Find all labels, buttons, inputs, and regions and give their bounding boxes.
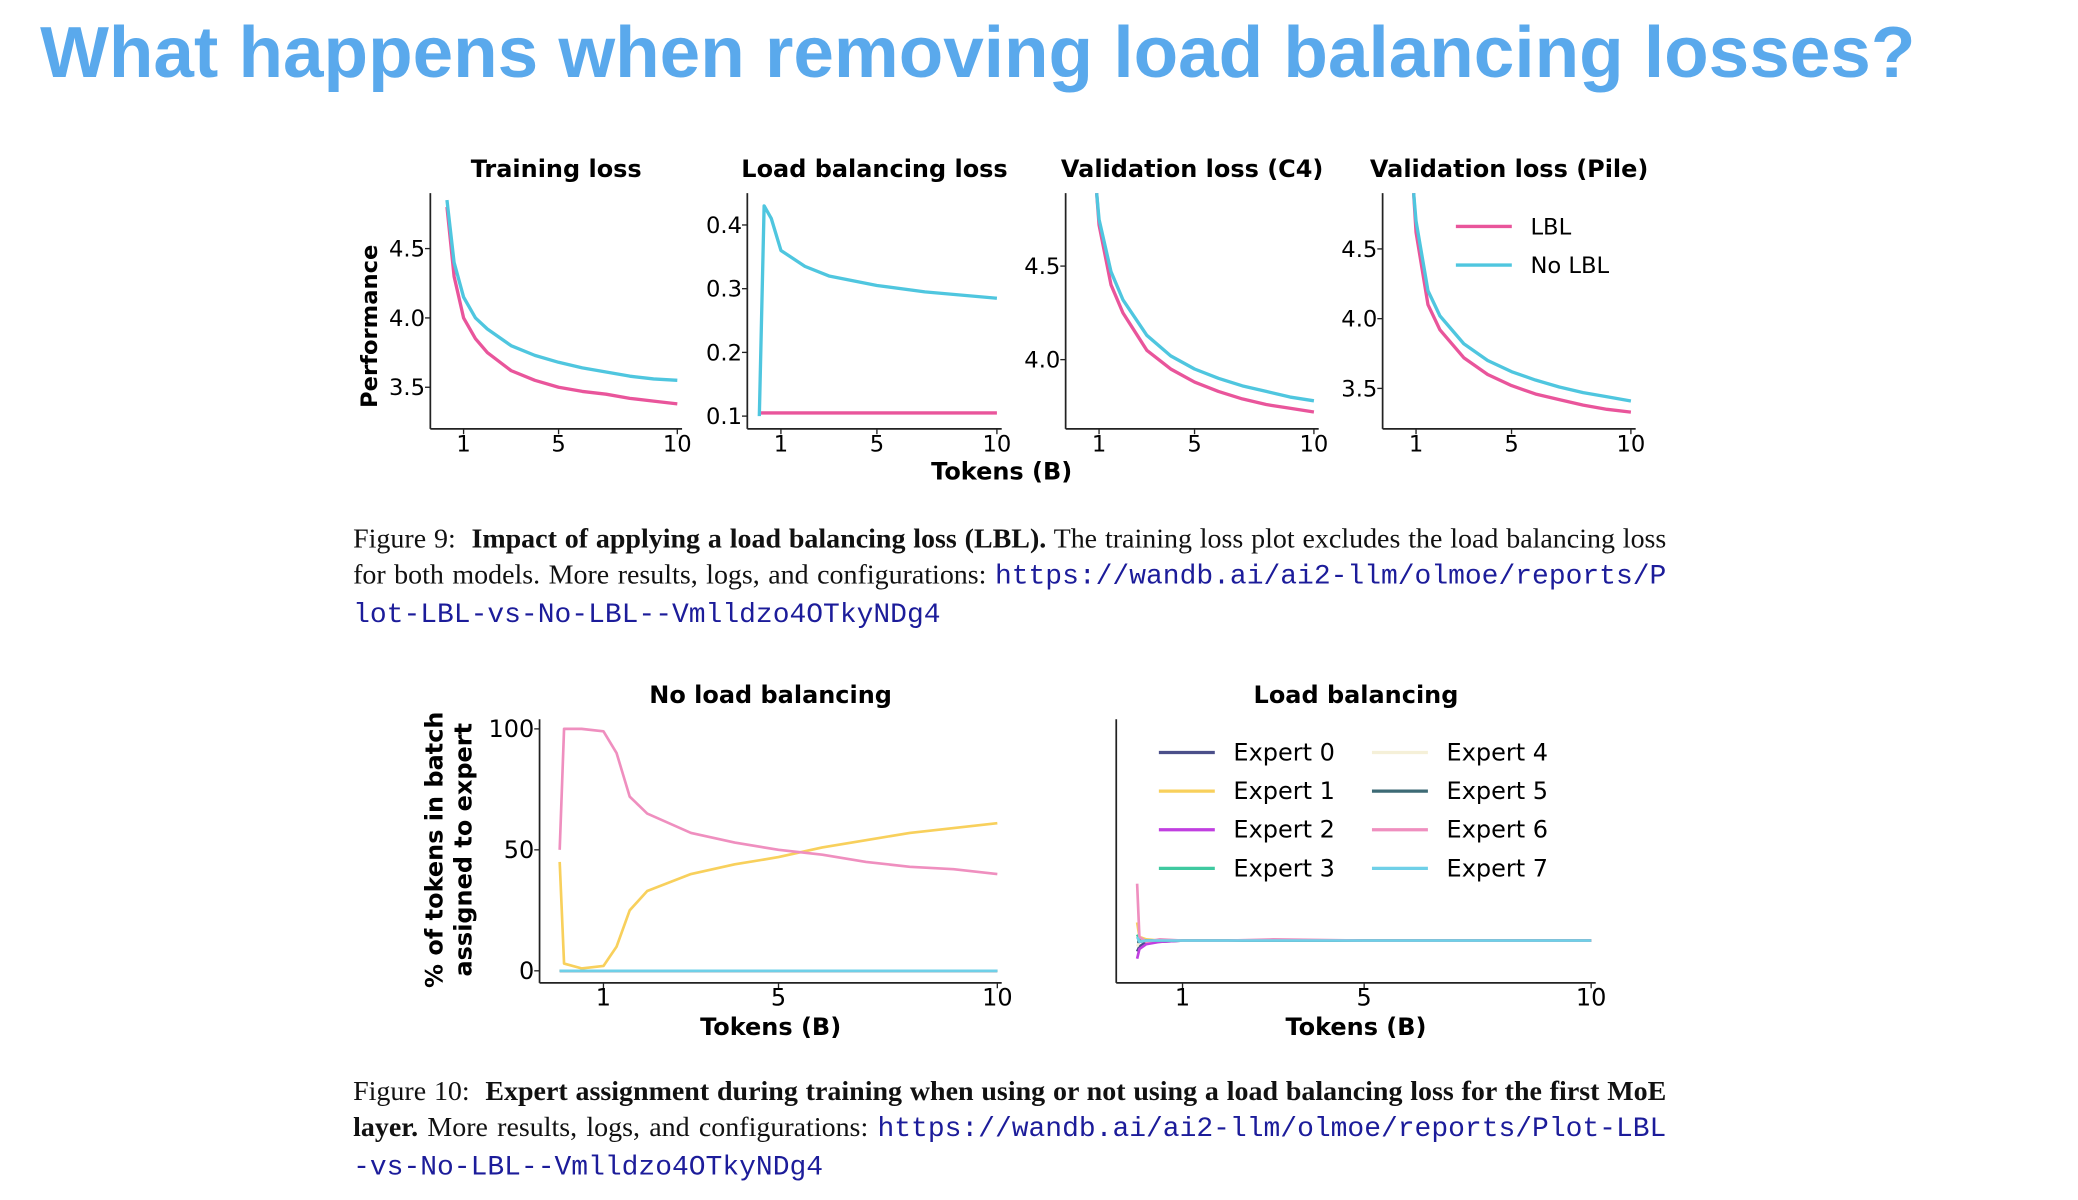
caption-bold: Impact of applying a load balancing loss…: [471, 522, 1047, 555]
x-tick-label: 10: [982, 984, 1012, 1012]
y-axis-label: % of tokens in batch: [420, 712, 448, 988]
chart-title: Load balancing: [1254, 681, 1459, 709]
caption-label: Figure 9:: [353, 522, 456, 555]
legend-label: Expert 1: [1233, 777, 1334, 805]
x-tick-label: 1: [774, 431, 788, 457]
y-tick-label: 3.5: [389, 375, 425, 401]
y-tick-label: 4.5: [1341, 237, 1377, 263]
series-line: [445, 199, 678, 382]
legend-label: Expert 0: [1233, 738, 1334, 766]
slide-title: What happens when removing load balancin…: [40, 13, 1915, 93]
y-tick-label: 0.2: [706, 340, 742, 366]
legend-label: Expert 5: [1447, 777, 1548, 805]
caption-label: Figure 10:: [353, 1074, 470, 1107]
y-tick-label: 0: [519, 957, 534, 985]
legend-label: LBL: [1530, 214, 1571, 240]
y-axis-label: Performance: [357, 245, 383, 408]
legend-label: Expert 7: [1447, 854, 1548, 882]
legend-label: Expert 6: [1447, 816, 1548, 844]
series-line: [1095, 192, 1315, 403]
x-tick-label: 1: [1092, 431, 1106, 457]
series-line: [1411, 193, 1632, 414]
chart-title: Load balancing loss: [741, 155, 1007, 183]
caption-bold: Expert assignment during training when u…: [353, 1074, 1667, 1143]
x-tick-label: 10: [1616, 431, 1645, 457]
x-tick-label: 5: [870, 431, 884, 457]
y-tick-label: 4.0: [1024, 348, 1060, 374]
y-tick-label: 50: [504, 836, 535, 864]
y-tick-label: 3.5: [1341, 376, 1377, 402]
series-line: [757, 204, 998, 417]
x-axis-label: Tokens (B): [700, 1013, 841, 1041]
series-line: [558, 727, 998, 876]
y-axis-label: assigned to expert: [450, 723, 478, 977]
x-tick-label: 1: [456, 431, 470, 457]
caption-body: The training loss plot excludes the load…: [353, 522, 1667, 591]
x-tick-label: 1: [1409, 431, 1423, 457]
series-line: [445, 206, 678, 406]
x-tick-label: 10: [1300, 431, 1329, 457]
caption: Figure 10: Expert assignment during trai…: [353, 1073, 1666, 1186]
x-tick-label: 5: [1187, 431, 1201, 457]
caption-text: Figure 10: Expert assignment during trai…: [353, 1073, 1666, 1186]
y-tick-label: 0.1: [706, 404, 742, 430]
chart-title: Validation loss (C4): [1061, 155, 1323, 183]
y-tick-label: 4.5: [1024, 254, 1060, 280]
y-tick-label: 4.0: [1341, 307, 1377, 333]
series-line: [1135, 936, 1592, 944]
caption: Figure 9: Impact of applying a load bala…: [353, 521, 1666, 634]
x-tick-label: 5: [1357, 984, 1372, 1012]
caption-text: Figure 9: Impact of applying a load bala…: [353, 521, 1666, 634]
y-tick-label: 0.3: [706, 277, 742, 303]
legend-label: Expert 4: [1447, 738, 1548, 766]
caption-body: More results, logs, and configurations:: [427, 1110, 869, 1143]
y-tick-label: 4.5: [389, 237, 425, 263]
legend-label: No LBL: [1530, 253, 1609, 279]
series-line: [1411, 192, 1632, 403]
x-axis-label: Tokens (B): [931, 457, 1072, 485]
x-tick-label: 10: [1576, 984, 1607, 1012]
x-tick-label: 5: [1504, 431, 1518, 457]
chart-title: No load balancing: [649, 681, 892, 709]
x-tick-label: 10: [983, 431, 1012, 457]
series-line: [1135, 939, 1592, 960]
series-line: [1135, 922, 1592, 942]
chart-title: Training loss: [471, 155, 642, 183]
x-tick-label: 1: [1175, 984, 1190, 1012]
legend-label: Expert 3: [1233, 854, 1334, 882]
x-tick-label: 5: [771, 984, 786, 1012]
chart-title: Validation loss (Pile): [1370, 155, 1648, 183]
legend-label: Expert 2: [1233, 816, 1334, 844]
caption-link[interactable]: https://wandb.ai/ai2-llm/olmoe/reports/P…: [353, 1114, 1667, 1185]
y-tick-label: 0.4: [706, 213, 742, 239]
series-line: [558, 821, 998, 970]
y-tick-label: 100: [488, 715, 534, 743]
series-line: [1095, 192, 1315, 414]
x-axis-label: Tokens (B): [1285, 1013, 1426, 1041]
series-line: [1135, 883, 1592, 944]
x-tick-label: 1: [596, 984, 611, 1012]
x-tick-label: 10: [663, 431, 692, 457]
caption-link[interactable]: https://wandb.ai/ai2-llm/olmoe/reports/P…: [353, 562, 1667, 632]
series-line: [1135, 939, 1592, 953]
y-tick-label: 4.0: [389, 306, 425, 332]
x-tick-label: 5: [551, 431, 565, 457]
